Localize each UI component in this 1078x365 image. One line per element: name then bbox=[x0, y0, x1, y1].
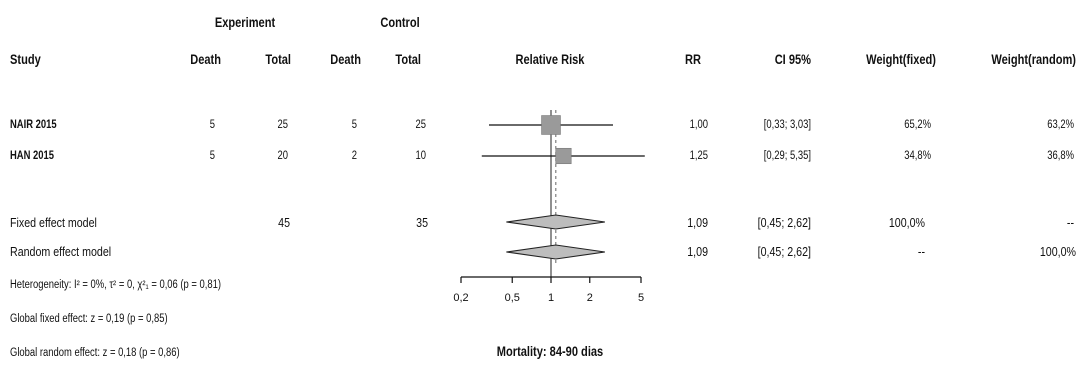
col-header-rr: RR bbox=[685, 52, 701, 67]
exp-death: 5 bbox=[209, 150, 215, 162]
global-random-effect-text: Global random effect: z = 0,18 (p = 0,86… bbox=[10, 347, 180, 359]
global-fixed-effect-text: Global fixed effect: z = 0,19 (p = 0,85) bbox=[10, 313, 168, 325]
col-header-ctl-death: Death bbox=[330, 52, 361, 67]
pooled-diamond bbox=[506, 244, 605, 260]
ctl-total: 35 bbox=[416, 215, 428, 230]
pooled-diamond bbox=[506, 214, 605, 230]
study-name: NAIR 2015 bbox=[10, 119, 57, 131]
col-header-study: Study bbox=[10, 52, 41, 67]
x-axis-tick-label: 1 bbox=[548, 292, 554, 304]
exp-total: 20 bbox=[277, 150, 288, 162]
ctl-death: 2 bbox=[351, 150, 357, 162]
study-weight-box bbox=[541, 115, 561, 135]
study-weight-box bbox=[555, 147, 572, 165]
rr-value: 1,25 bbox=[689, 150, 708, 162]
x-axis-tick-label: 2 bbox=[587, 292, 593, 304]
weight-random: -- bbox=[1066, 215, 1074, 230]
ctl-total: 10 bbox=[415, 150, 426, 162]
col-header-ctl-total: Total bbox=[395, 52, 421, 67]
weight-random: 36,8% bbox=[1047, 150, 1074, 162]
col-header-exp-total: Total bbox=[265, 52, 291, 67]
exp-total: 25 bbox=[277, 119, 288, 131]
col-header-relative-risk: Relative Risk bbox=[515, 52, 585, 67]
model-label: Random effect model bbox=[10, 244, 112, 259]
exp-total: 45 bbox=[278, 215, 290, 230]
weight-random: 100,0% bbox=[1039, 244, 1076, 259]
rr-value: 1,09 bbox=[687, 215, 708, 230]
weight-fixed: 34,8% bbox=[904, 150, 931, 162]
study-name: HAN 2015 bbox=[10, 150, 55, 162]
ctl-death: 5 bbox=[351, 119, 357, 131]
group-header-experiment: Experiment bbox=[214, 15, 276, 30]
weight-fixed: 65,2% bbox=[904, 119, 931, 131]
weight-random: 63,2% bbox=[1047, 119, 1074, 131]
ci-value: [0,29; 5,35] bbox=[763, 150, 811, 162]
group-header-control: Control bbox=[380, 15, 420, 30]
exp-death: 5 bbox=[209, 119, 215, 131]
col-header-weight-random: Weight(random) bbox=[991, 52, 1076, 67]
weight-fixed: 100,0% bbox=[888, 215, 925, 230]
heterogeneity-text: Heterogeneity: I² = 0%, τ² = 0, χ²₁ = 0,… bbox=[10, 279, 222, 291]
weight-fixed: -- bbox=[917, 244, 925, 259]
x-axis-title: Mortality: 84-90 dias bbox=[496, 344, 604, 359]
rr-value: 1,09 bbox=[687, 244, 708, 259]
x-axis-tick-label: 0,2 bbox=[453, 292, 468, 304]
rr-value: 1,00 bbox=[689, 119, 708, 131]
ci-value: [0,45; 2,62] bbox=[757, 244, 811, 259]
x-axis-tick-label: 5 bbox=[638, 292, 644, 304]
col-header-weight-fixed: Weight(fixed) bbox=[866, 52, 936, 67]
ci-value: [0,33; 3,03] bbox=[763, 119, 811, 131]
model-label: Fixed effect model bbox=[10, 215, 97, 230]
x-axis-tick-label: 0,5 bbox=[505, 292, 520, 304]
col-header-ci: CI 95% bbox=[774, 52, 811, 67]
col-header-exp-death: Death bbox=[190, 52, 221, 67]
ci-value: [0,45; 2,62] bbox=[757, 215, 811, 230]
ctl-total: 25 bbox=[415, 119, 426, 131]
